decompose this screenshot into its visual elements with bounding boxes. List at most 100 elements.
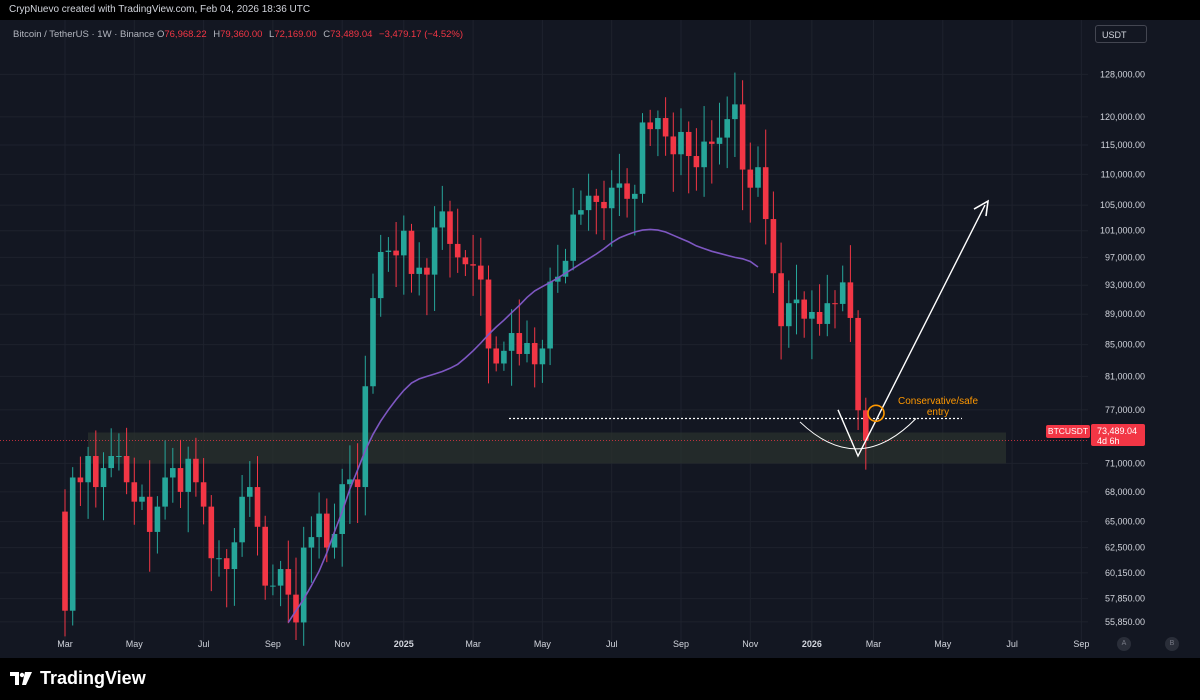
price-axis[interactable]: 128,000.00 120,000.00 115,000.00 110,000.00… [1100, 69, 1145, 627]
log-scale-button[interactable]: B [1165, 637, 1179, 651]
price-tick-label: 81,000.00 [1105, 371, 1145, 381]
candle [254, 487, 261, 527]
candle [570, 214, 576, 261]
candles-group [62, 72, 869, 646]
candle [231, 542, 238, 570]
candle [601, 201, 607, 209]
candle [116, 455, 122, 457]
candle [693, 156, 700, 168]
candle [262, 526, 268, 586]
price-tick-label: 85,000.00 [1105, 340, 1145, 350]
currency-button[interactable]: USDT [1095, 25, 1147, 43]
price-tick-label: 68,000.00 [1105, 487, 1145, 497]
candle [647, 122, 653, 130]
candle [593, 195, 600, 202]
candle [370, 298, 376, 387]
candle [470, 264, 476, 266]
candle [146, 496, 153, 532]
candle [331, 533, 338, 548]
candle [547, 281, 553, 349]
brand-name: TradingView [40, 668, 146, 688]
price-tick-label: 97,000.00 [1105, 252, 1145, 262]
candle [454, 243, 461, 258]
price-tick-label: 65,000.00 [1105, 517, 1145, 527]
projection-v-path [837, 204, 986, 458]
entry-label-line: entry [927, 407, 949, 418]
candle [824, 303, 831, 324]
time-tick-label: May [934, 639, 952, 649]
candle [170, 468, 176, 478]
price-tick-label: 120,000.00 [1100, 112, 1145, 122]
candle [762, 167, 769, 220]
time-tick-label: Jul [606, 639, 618, 649]
candle [701, 141, 707, 168]
last-price-value: 73,489.04 [1097, 426, 1138, 436]
candle [786, 303, 792, 327]
time-tick-label: 2025 [394, 639, 414, 649]
entry-circle [867, 404, 885, 423]
time-tick-label: 2026 [802, 639, 822, 649]
candle [732, 104, 738, 120]
candle [62, 511, 68, 611]
time-tick-label: Mar [866, 639, 882, 649]
price-tick-label: 93,000.00 [1105, 280, 1145, 290]
candle [200, 482, 207, 507]
price-tick-label: 89,000.00 [1105, 309, 1145, 319]
candle [154, 506, 161, 532]
candle [362, 386, 369, 488]
candle [93, 455, 99, 488]
time-tick-label: May [126, 639, 144, 649]
candle [655, 118, 661, 130]
symbol-price-tag: BTCUSDT [1046, 425, 1090, 438]
time-tick-label: Sep [1073, 639, 1089, 649]
candle [839, 282, 846, 304]
candle [531, 343, 538, 365]
legend-close-value: 73,489.04 [330, 29, 373, 40]
candle [685, 131, 692, 157]
time-tick-label: Sep [673, 639, 689, 649]
legend-low-value: 72,169.00 [274, 29, 317, 40]
candle [69, 477, 76, 611]
legend-change: −3,479.17 (−4.52%) [379, 29, 464, 40]
candle [277, 569, 284, 586]
candle [185, 458, 191, 492]
candle [755, 167, 761, 188]
legend-high-value: 79,360.00 [220, 29, 263, 40]
auto-scale-button[interactable]: A [1117, 637, 1131, 651]
moving-average-line [287, 228, 759, 623]
price-tick-label: 128,000.00 [1100, 69, 1145, 79]
candle [478, 265, 484, 280]
rounded-bottom-curve [799, 418, 917, 450]
candle [393, 250, 399, 256]
time-axis[interactable]: Mar May Jul Sep Nov 2025 Mar May Jul Sep Nov 2026 Ma… [57, 639, 1089, 649]
tradingview-logo[interactable]: TradingView [10, 668, 146, 689]
candle [247, 487, 253, 497]
candle [678, 131, 684, 155]
candle [347, 479, 353, 485]
legend-open-value: 76,968.22 [164, 29, 207, 40]
legend-close-label: C [323, 29, 331, 40]
arrow-head-icon [973, 199, 990, 217]
credit-text: CrypNuevo created with TradingView.com, … [9, 4, 311, 15]
candle [524, 343, 530, 354]
chart-panel[interactable] [0, 20, 1200, 658]
candle [716, 137, 723, 144]
candle [447, 211, 453, 244]
candle [377, 251, 384, 299]
candle [739, 104, 746, 170]
candle [431, 227, 438, 275]
candle [316, 513, 322, 538]
candle [177, 468, 184, 492]
entry-label-line: Conservative/safe [898, 396, 978, 407]
candle [709, 141, 715, 144]
price-tick-label: 105,000.00 [1100, 200, 1145, 210]
candle [778, 273, 784, 327]
candle [223, 558, 230, 570]
candle [516, 333, 523, 354]
candle [324, 513, 330, 548]
candle [385, 250, 392, 252]
candle [408, 230, 415, 274]
candle [539, 348, 546, 365]
